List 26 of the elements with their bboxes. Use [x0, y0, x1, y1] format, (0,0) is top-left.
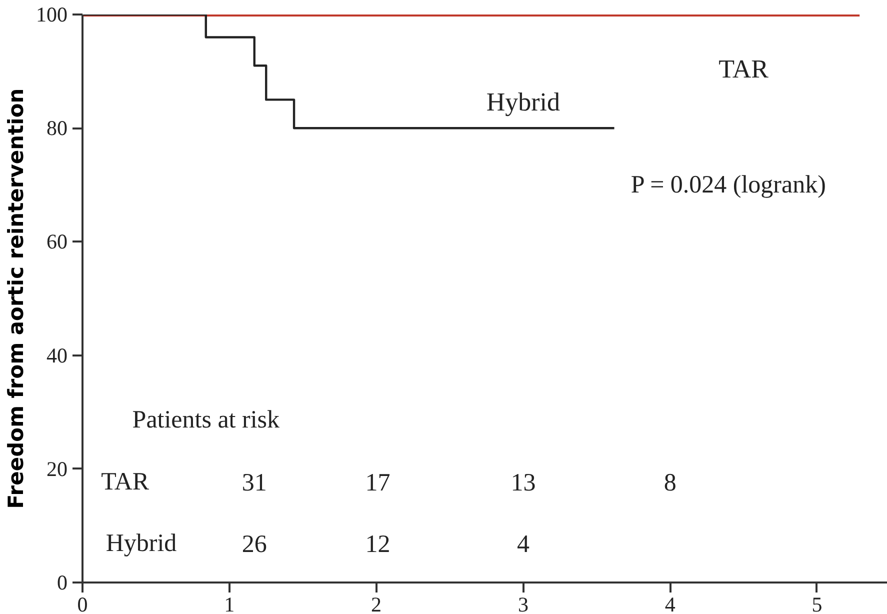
series-label: Hybrid [486, 88, 560, 117]
annotation: TAR [101, 468, 150, 496]
annotation: P = 0.024 (logrank) [630, 171, 826, 198]
x-tick-label: 3 [518, 592, 528, 614]
annotation: Hybrid [106, 530, 178, 557]
x-tick-label: 4 [664, 592, 676, 614]
y-tick-label: 40 [46, 343, 68, 368]
y-tick-label: 20 [46, 456, 68, 481]
x-tick-label: 5 [812, 592, 822, 614]
x-tick-label: 1 [224, 592, 235, 614]
series-label: TAR [718, 54, 770, 84]
annotation: Patients at risk [132, 406, 280, 434]
x-tick-label: 0 [77, 592, 88, 614]
y-tick-label: 0 [57, 570, 68, 594]
annotation: 31 [242, 469, 267, 496]
y-tick-label: 60 [46, 230, 68, 254]
annotation: 12 [365, 530, 390, 558]
y-axis-title: Freedom from aortic reintervention [4, 88, 28, 509]
annotation: 4 [516, 530, 530, 558]
annotation: 8 [664, 469, 676, 496]
y-tick-label: 100 [36, 2, 68, 26]
annotation: 13 [510, 469, 536, 496]
annotation: 26 [242, 530, 267, 558]
annotation: 17 [365, 469, 390, 496]
x-tick-label: 2 [371, 592, 382, 614]
y-tick-label: 80 [46, 116, 68, 140]
